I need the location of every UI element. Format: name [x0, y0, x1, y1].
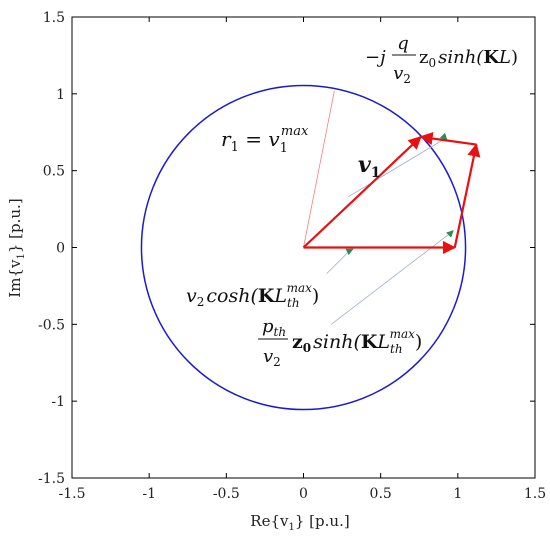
svg-text:v2: v2 [263, 346, 281, 369]
y-tick-label: -1.5 [38, 471, 65, 487]
x-tick-label: 0 [299, 486, 308, 502]
x-axis-ticks: -1.5 -1 -0.5 0 0.5 1 1.5 [59, 17, 546, 502]
y-tick-label: -1 [51, 394, 65, 410]
v1-annotation: v1 [358, 152, 381, 181]
x-tick-label: -1.5 [59, 486, 86, 502]
cosh-term-annotation: v2 cosh(KLthmax) [186, 281, 319, 310]
leader-arrow [446, 230, 454, 238]
x-tick-label: 1 [453, 486, 462, 502]
y-tick-label: 0 [56, 241, 65, 257]
svg-text:q: q [397, 33, 409, 54]
svg-text:−j: −j [365, 47, 386, 68]
voltage-circle [140, 84, 467, 411]
y-tick-label: 0.5 [43, 164, 65, 180]
q-term-annotation: −j q v2 z0 sinh(KL) [365, 33, 518, 86]
radius-line [303, 90, 335, 248]
vector-v1 [302, 135, 422, 249]
x-tick-label: -1 [142, 486, 156, 502]
leader-line [348, 138, 446, 198]
x-tick-label: 0.5 [370, 486, 392, 502]
y-axis-label: Im{v1} [p.u.] [6, 198, 27, 297]
y-tick-label: -0.5 [38, 317, 65, 333]
pth-term-annotation: pth v2 z0 sinh(KLthmax) [258, 316, 422, 369]
x-tick-label: 1.5 [524, 486, 546, 502]
vector-q [419, 131, 477, 146]
y-tick-label: 1 [56, 87, 65, 103]
phasor-vectors [302, 131, 481, 255]
y-tick-label: 1.5 [43, 10, 65, 26]
leader-arrow [345, 248, 354, 256]
vector-pth [453, 143, 481, 248]
y-axis-ticks: -1.5 -1 -0.5 0 0.5 1 1.5 [38, 10, 535, 487]
x-axis-label: Re{v1} [p.u.] [250, 512, 349, 533]
svg-text:pth: pth [262, 316, 286, 339]
svg-text:v2: v2 [393, 63, 411, 86]
x-tick-label: -0.5 [213, 486, 240, 502]
radius-annotation: r1 = v1max [221, 124, 309, 156]
